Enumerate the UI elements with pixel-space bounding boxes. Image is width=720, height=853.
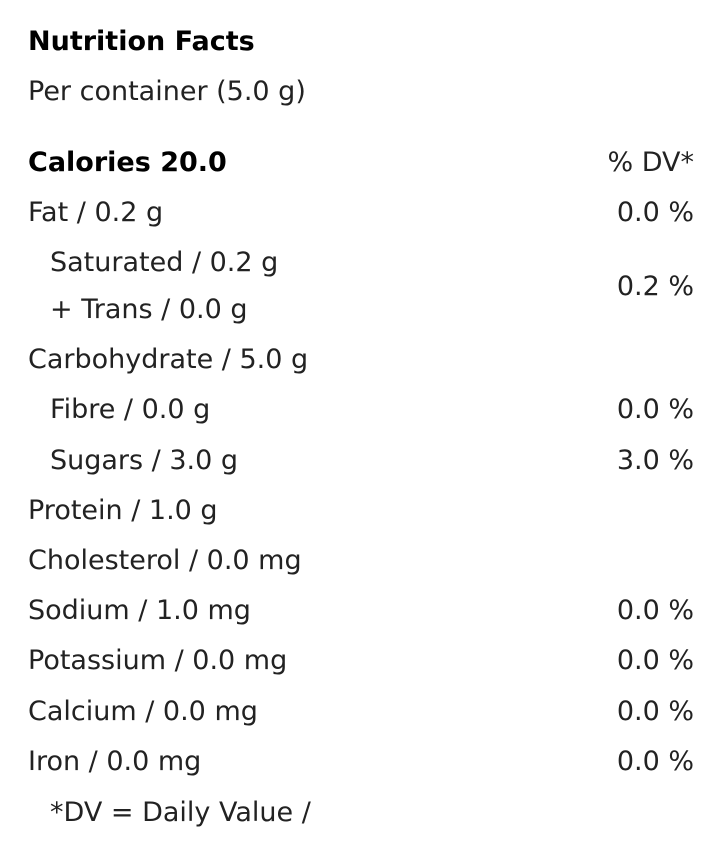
row-dv: 0.0 % bbox=[616, 595, 694, 627]
row-label: Sugars / 3.0 g bbox=[50, 444, 239, 476]
row-dv: 0.0 % bbox=[616, 645, 694, 677]
calories: Calories 20.0 bbox=[28, 147, 227, 178]
row-dv: 0.0 % bbox=[616, 695, 694, 727]
footnote: *DV = Daily Value / bbox=[50, 797, 311, 828]
row-dv: 0.2 % bbox=[616, 271, 694, 303]
row-label: Cholesterol / 0.0 mg bbox=[28, 545, 302, 576]
row-label: Potassium / 0.0 mg bbox=[28, 645, 288, 677]
row-dv: 0.0 % bbox=[616, 745, 694, 777]
row-label: Fibre / 0.0 g bbox=[50, 394, 211, 426]
row-dv: 0.0 % bbox=[616, 197, 694, 228]
title: Nutrition Facts bbox=[28, 26, 255, 57]
row-label: Fat / 0.2 g bbox=[28, 197, 164, 228]
serving: Per container (5.0 g) bbox=[28, 76, 306, 107]
row-dv: 3.0 % bbox=[616, 444, 694, 476]
row-label: Sodium / 1.0 mg bbox=[28, 595, 251, 627]
row-dv: 0.0 % bbox=[616, 394, 694, 426]
row-label: + Trans / 0.0 g bbox=[50, 294, 248, 326]
row-label: Calcium / 0.0 mg bbox=[28, 695, 258, 727]
row-label: Carbohydrate / 5.0 g bbox=[28, 344, 309, 376]
row-label: Saturated / 0.2 g bbox=[50, 247, 279, 279]
dv-header: % DV* bbox=[607, 147, 694, 178]
row-label: Iron / 0.0 mg bbox=[28, 745, 202, 777]
row-label: Protein / 1.0 g bbox=[28, 494, 218, 526]
